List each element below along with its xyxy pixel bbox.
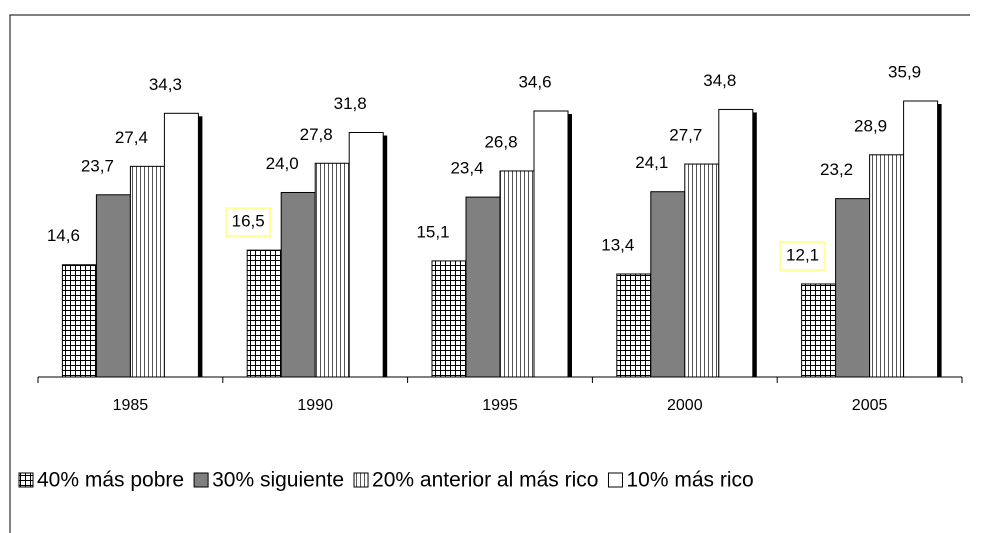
bar-shadow [752,112,757,378]
bar-shadow [937,104,942,377]
bar [280,191,316,378]
legend-label: 30% siguiente [212,469,344,492]
bar [314,162,350,378]
bar [801,283,837,378]
x-tick-label: 1990 [297,397,333,414]
legend-swatch [607,472,623,488]
legend-label: 40% más pobre [37,469,184,492]
value-label: 13,4 [601,235,634,254]
value-label: 26,8 [484,132,517,151]
value-label: 31,8 [334,94,367,113]
x-tick-label: 2005 [852,397,888,414]
x-tick-label: 1985 [113,397,149,414]
highlight-box [779,240,826,271]
value-label: 15,1 [416,222,449,241]
value-label: 23,2 [820,160,853,179]
bar [129,165,165,378]
value-label: 27,7 [669,126,702,145]
bar [684,163,720,378]
value-label: 35,9 [888,62,921,81]
bar-shadow [568,113,572,377]
legend-swatch [193,472,209,488]
value-label: 34,6 [518,72,551,91]
bar-shadow [383,135,388,377]
bar [431,260,467,378]
legend-swatch [353,472,369,488]
value-label: 16,5 [232,212,265,231]
x-tick-label: 2000 [667,397,703,414]
legend-swatch [18,472,34,488]
bar [835,198,871,378]
value-label: 34,3 [149,75,182,94]
value-label: 24,0 [266,154,299,173]
value-label: 14,6 [47,226,80,245]
value-label: 23,4 [450,159,483,178]
bar-shadow [198,116,203,377]
x-tick-label: 1995 [482,397,518,414]
value-label: 27,8 [300,125,333,144]
bar [246,249,282,378]
value-label: 28,9 [854,116,887,135]
highlight-box [225,207,272,238]
bar [616,273,652,378]
bar [869,154,905,378]
value-label: 24,1 [635,153,668,172]
legend: 40% más pobre 30% siguiente 20% anterior a… [18,469,754,492]
bar [163,112,199,378]
value-label: 34,8 [703,71,736,90]
bar [903,100,939,378]
bar [348,132,384,378]
bar [465,196,501,378]
bar [718,108,754,378]
chart-border [9,14,970,533]
value-label: 27,4 [115,128,148,147]
bar [650,191,686,378]
bar [533,110,569,378]
value-label: 23,7 [81,156,114,175]
value-label: 12,1 [786,245,819,264]
bar [95,194,131,378]
bar [499,170,535,378]
legend-label: 10% más rico [626,469,753,492]
bar [61,264,97,378]
legend-label: 20% anterior al más rico [372,469,598,492]
